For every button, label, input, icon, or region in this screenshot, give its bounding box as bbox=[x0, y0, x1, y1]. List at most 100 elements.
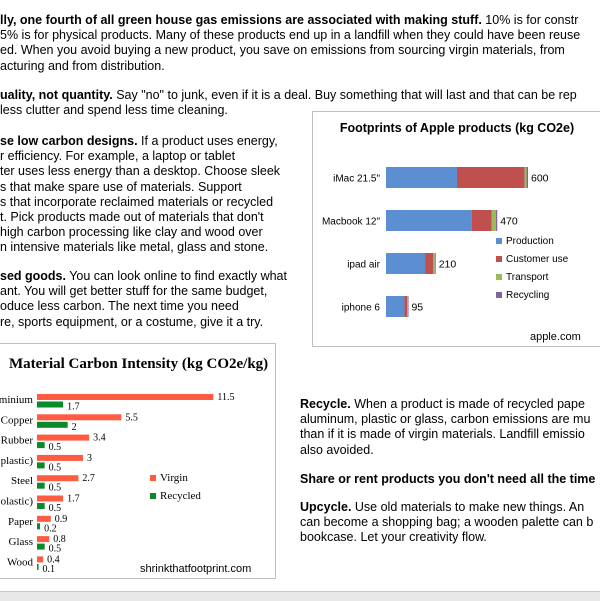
apple-bar-segment bbox=[386, 167, 457, 188]
material-category-label: Paper bbox=[8, 516, 33, 528]
apple-bar-segment bbox=[433, 253, 435, 274]
apple-legend-swatch bbox=[496, 238, 502, 244]
apple-bar-segment bbox=[386, 210, 472, 231]
apple-bar-segment bbox=[408, 296, 409, 317]
used-goods-line: re, sports equipment, or a costume, give… bbox=[0, 314, 264, 329]
material-category-label: Steel bbox=[11, 475, 33, 487]
apple-bar-segment bbox=[434, 253, 436, 274]
recycle-line: also avoided. bbox=[300, 442, 374, 457]
apple-bar-segment bbox=[425, 253, 434, 274]
material-category-label: Rubber bbox=[1, 435, 34, 447]
virgin-value-label: 5.5 bbox=[125, 412, 138, 423]
quality-line: less clutter and spend less time cleanin… bbox=[0, 103, 228, 118]
virgin-value-label: 3 bbox=[87, 453, 92, 464]
share-heading: Share or rent products you don't need al… bbox=[300, 472, 596, 486]
low-carbon-line: r efficiency. For example, a laptop or t… bbox=[0, 149, 236, 164]
virgin-value-label: 0.9 bbox=[55, 514, 68, 525]
used-goods-paragraph: sed goods. You can look online to find e… bbox=[0, 269, 287, 330]
apple-category-label: iMac 21.5" bbox=[333, 174, 380, 185]
recycle-line: than if it is made of virgin materials. … bbox=[300, 427, 585, 442]
low-carbon-line: high carbon processing like clay and woo… bbox=[0, 225, 263, 240]
material-chart-source: shrinkthatfootprint.com bbox=[140, 563, 251, 575]
low-carbon-line: ter uses less energy than a desktop. Cho… bbox=[0, 164, 281, 179]
recycled-bar bbox=[37, 442, 45, 449]
recycled-bar bbox=[37, 421, 68, 428]
recycle-paragraph: Recycle. When a product is made of recyc… bbox=[300, 397, 590, 458]
recycled-bar bbox=[37, 563, 39, 570]
low-carbon-heading: se low carbon designs. bbox=[0, 134, 138, 148]
material-category-label: olastic) bbox=[1, 496, 34, 508]
material-chart-svg: Material Carbon Intensity (kg CO2e/kg) m… bbox=[0, 356, 268, 575]
low-carbon-paragraph: se low carbon designs. If a product uses… bbox=[0, 134, 280, 256]
recycled-bar bbox=[37, 401, 64, 408]
bottom-rule bbox=[0, 591, 600, 601]
recycled-bar bbox=[37, 482, 45, 489]
intro-line: acturing and from distribution. bbox=[0, 58, 165, 73]
material-category-label: Wood bbox=[7, 556, 34, 568]
apple-bar-segment bbox=[404, 296, 408, 317]
material-category-label: minium bbox=[0, 394, 33, 406]
apple-chart-svg: Footprints of Apple products (kg CO2e) i… bbox=[322, 121, 581, 343]
virgin-bar bbox=[37, 556, 44, 563]
recycle-heading: Recycle. bbox=[300, 397, 351, 411]
apple-legend-label: Customer use bbox=[506, 254, 569, 265]
virgin-bar bbox=[37, 414, 122, 421]
quality-heading: uality, not quantity. bbox=[0, 88, 113, 102]
upcycle-line: bookcase. Let your creativity flow. bbox=[300, 530, 487, 545]
virgin-value-label: 11.5 bbox=[217, 392, 234, 403]
intro-paragraph: lly, one fourth of all green house gas e… bbox=[0, 13, 580, 74]
apple-total-label: 470 bbox=[500, 216, 518, 228]
virgin-value-label: 1.7 bbox=[67, 494, 80, 505]
apple-legend-label: Recycling bbox=[506, 290, 549, 301]
upcycle-heading: Upcycle. bbox=[300, 500, 352, 514]
low-carbon-line: t. Pick products made out of materials t… bbox=[0, 210, 264, 225]
recycle-line1-tail: When a product is made of recycled pape bbox=[350, 397, 585, 411]
recycle-line: aluminum, plastic or glass, carbon emiss… bbox=[300, 412, 591, 427]
recycled-bar bbox=[37, 503, 45, 509]
recycled-value-label: 0.1 bbox=[43, 564, 56, 575]
recycled-value-label: 0.5 bbox=[49, 503, 62, 514]
virgin-bar bbox=[37, 495, 64, 502]
material-category-label: plastic) bbox=[1, 455, 34, 467]
apple-bar-segment bbox=[495, 210, 498, 231]
material-category-label: Glass bbox=[9, 536, 33, 548]
low-carbon-line1-tail: If a product uses energy, bbox=[137, 134, 278, 148]
apple-category-label: iphone 6 bbox=[342, 303, 381, 314]
recycled-bar bbox=[37, 523, 41, 530]
apple-bar-segment bbox=[491, 210, 496, 231]
material-legend-swatch bbox=[150, 475, 156, 481]
low-carbon-line: s that incorporate reclaimed materials o… bbox=[0, 194, 274, 209]
share-paragraph: Share or rent products you don't need al… bbox=[300, 472, 595, 487]
used-goods-line: ant. You will get better stuff for the s… bbox=[0, 284, 268, 299]
apple-legend-swatch bbox=[496, 256, 502, 262]
recycled-value-label: 0.5 bbox=[49, 544, 62, 555]
virgin-bar bbox=[37, 475, 79, 482]
apple-bar-segment bbox=[386, 253, 426, 274]
material-legend-label: Virgin bbox=[160, 472, 188, 484]
recycled-value-label: 0.2 bbox=[44, 523, 57, 534]
virgin-bar bbox=[37, 454, 83, 461]
material-legend-swatch bbox=[150, 493, 156, 499]
apple-bar-segment bbox=[471, 210, 492, 231]
low-carbon-line: n intensive materials like metal, glass … bbox=[0, 240, 269, 255]
apple-bar-segment bbox=[457, 167, 525, 188]
material-chart-title: Material Carbon Intensity (kg CO2e/kg) bbox=[9, 356, 268, 372]
intro-line: 5% is for physical products. Many of the… bbox=[0, 28, 581, 43]
apple-bar-segment bbox=[386, 296, 405, 317]
recycled-value-label: 0.5 bbox=[49, 442, 62, 453]
low-carbon-line: s that make spare use of materials. Supp… bbox=[0, 179, 242, 194]
intro-line: ed. When you avoid buying a new product,… bbox=[0, 43, 565, 58]
apple-bar-segment bbox=[526, 167, 528, 188]
apple-total-label: 600 bbox=[531, 173, 549, 185]
used-goods-line: oduce less carbon. The next time you nee… bbox=[0, 299, 239, 314]
recycled-value-label: 1.7 bbox=[67, 402, 80, 413]
apple-total-label: 95 bbox=[411, 302, 423, 314]
quality-paragraph: uality, not quantity. Say "no" to junk, … bbox=[0, 88, 577, 118]
intro-line1-tail: 10% is for constr bbox=[481, 13, 579, 27]
virgin-bar bbox=[37, 515, 51, 522]
apple-footprint-chart: Footprints of Apple products (kg CO2e) i… bbox=[312, 111, 600, 347]
used-goods-heading: sed goods. bbox=[0, 269, 66, 283]
virgin-value-label: 2.7 bbox=[82, 473, 95, 484]
recycled-value-label: 0.5 bbox=[49, 462, 62, 473]
apple-bar-segment bbox=[524, 167, 527, 188]
